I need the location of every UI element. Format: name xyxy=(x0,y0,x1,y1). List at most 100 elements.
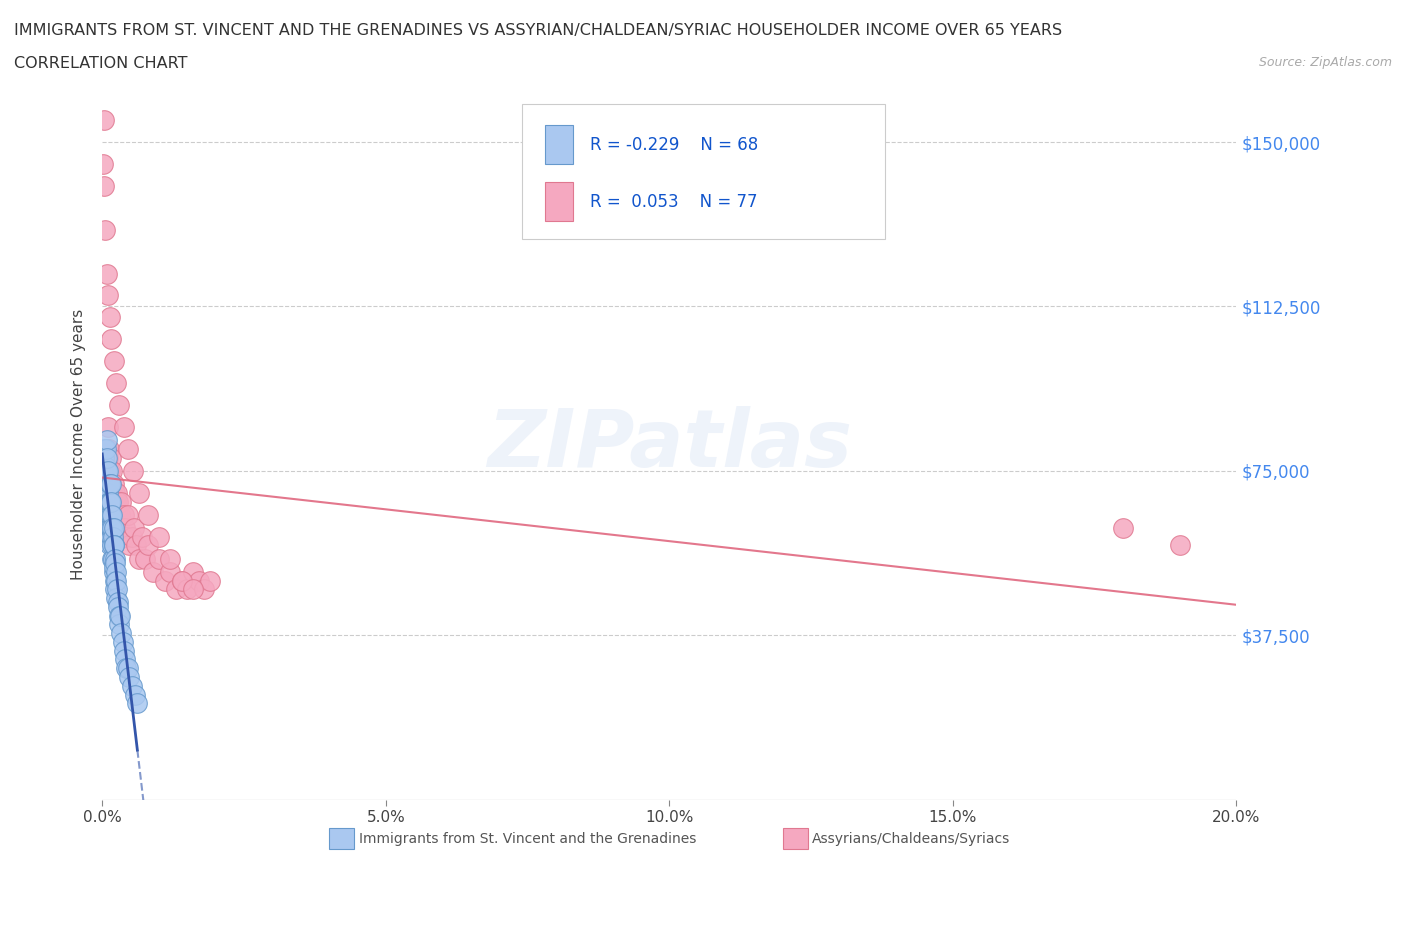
Point xyxy=(97,494,120,509)
Point xyxy=(100,332,122,347)
Point xyxy=(105,582,128,597)
Point xyxy=(101,507,124,522)
Point xyxy=(103,507,125,522)
Point xyxy=(107,507,129,522)
Point xyxy=(94,507,117,522)
Point xyxy=(98,494,121,509)
Point xyxy=(96,442,118,457)
Point xyxy=(98,442,121,457)
Point xyxy=(98,538,121,552)
Point xyxy=(111,529,134,544)
Point xyxy=(105,573,128,588)
Text: Source: ZipAtlas.com: Source: ZipAtlas.com xyxy=(1258,56,1392,69)
Point xyxy=(112,644,135,658)
Point xyxy=(103,476,125,491)
Point xyxy=(124,687,146,702)
Point xyxy=(96,507,118,522)
Point xyxy=(94,463,117,478)
Point xyxy=(110,608,132,623)
Text: Assyrians/Chaldeans/Syriacs: Assyrians/Chaldeans/Syriacs xyxy=(813,831,1011,846)
Point xyxy=(1112,521,1135,536)
Text: ZIPatlas: ZIPatlas xyxy=(486,405,852,484)
Point xyxy=(103,353,125,368)
Point xyxy=(134,551,156,566)
FancyBboxPatch shape xyxy=(544,181,572,220)
Point xyxy=(97,485,120,500)
Point xyxy=(112,419,135,434)
Point xyxy=(105,376,128,391)
Point xyxy=(121,678,143,693)
Point xyxy=(112,507,135,522)
Point xyxy=(128,485,150,500)
Point xyxy=(128,551,150,566)
Point xyxy=(105,591,128,605)
Point xyxy=(103,538,125,552)
Point xyxy=(117,661,139,676)
Point xyxy=(110,494,132,509)
Point xyxy=(110,626,132,641)
Point xyxy=(165,582,187,597)
Point xyxy=(97,507,120,522)
Point xyxy=(101,538,124,552)
Point xyxy=(105,494,128,509)
Point xyxy=(98,521,121,536)
Point xyxy=(114,652,136,667)
Point xyxy=(96,476,118,491)
Y-axis label: Householder Income Over 65 years: Householder Income Over 65 years xyxy=(72,309,86,580)
Point xyxy=(131,529,153,544)
Point xyxy=(170,573,193,588)
Point xyxy=(187,573,209,588)
Point xyxy=(98,507,121,522)
Point xyxy=(104,573,127,588)
Point xyxy=(96,266,118,281)
Point xyxy=(122,521,145,536)
Point xyxy=(97,288,120,303)
FancyBboxPatch shape xyxy=(544,125,572,164)
Point xyxy=(94,494,117,509)
Point xyxy=(107,608,129,623)
Point xyxy=(98,494,121,509)
Point xyxy=(96,494,118,509)
Point xyxy=(93,450,115,465)
Point xyxy=(98,476,121,491)
Point xyxy=(94,476,117,491)
Point xyxy=(103,565,125,579)
Point xyxy=(159,565,181,579)
Point xyxy=(94,222,117,237)
Point xyxy=(98,521,121,536)
Point xyxy=(100,521,122,536)
Point xyxy=(97,494,120,509)
Point xyxy=(118,538,141,552)
Point xyxy=(93,442,115,457)
Point xyxy=(98,485,121,500)
Point xyxy=(108,617,131,631)
Text: R = -0.229    N = 68: R = -0.229 N = 68 xyxy=(591,136,758,153)
Point xyxy=(101,521,124,536)
Point xyxy=(101,551,124,566)
Point xyxy=(181,582,204,597)
FancyBboxPatch shape xyxy=(329,829,354,849)
Point xyxy=(121,529,143,544)
Point xyxy=(96,476,118,491)
Point xyxy=(104,507,127,522)
Point xyxy=(93,463,115,478)
Point xyxy=(108,398,131,413)
Point xyxy=(115,661,138,676)
Point xyxy=(117,507,139,522)
Point xyxy=(104,582,127,597)
Point xyxy=(115,529,138,544)
Point xyxy=(110,507,132,522)
Point xyxy=(96,485,118,500)
Point xyxy=(96,463,118,478)
Point xyxy=(198,573,221,588)
Point xyxy=(107,600,129,615)
Point xyxy=(122,463,145,478)
Point xyxy=(148,529,170,544)
Point xyxy=(104,551,127,566)
Point xyxy=(98,463,121,478)
Text: IMMIGRANTS FROM ST. VINCENT AND THE GRENADINES VS ASSYRIAN/CHALDEAN/SYRIAC HOUSE: IMMIGRANTS FROM ST. VINCENT AND THE GREN… xyxy=(14,23,1062,38)
Point xyxy=(117,442,139,457)
Point xyxy=(107,494,129,509)
Point xyxy=(93,156,115,171)
Point xyxy=(97,476,120,491)
